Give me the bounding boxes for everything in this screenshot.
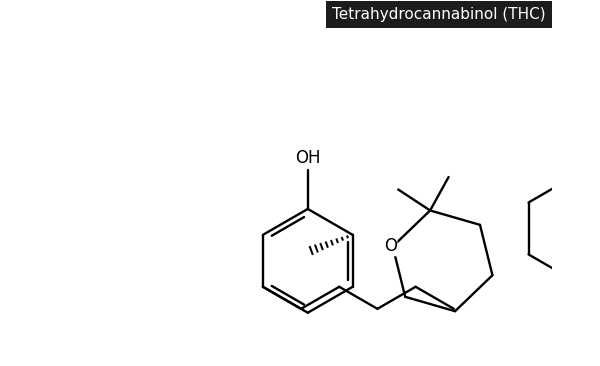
Text: Tetrahydrocannabinol (THC): Tetrahydrocannabinol (THC) xyxy=(332,7,546,22)
Text: OH: OH xyxy=(295,149,320,167)
Text: O: O xyxy=(383,238,397,255)
